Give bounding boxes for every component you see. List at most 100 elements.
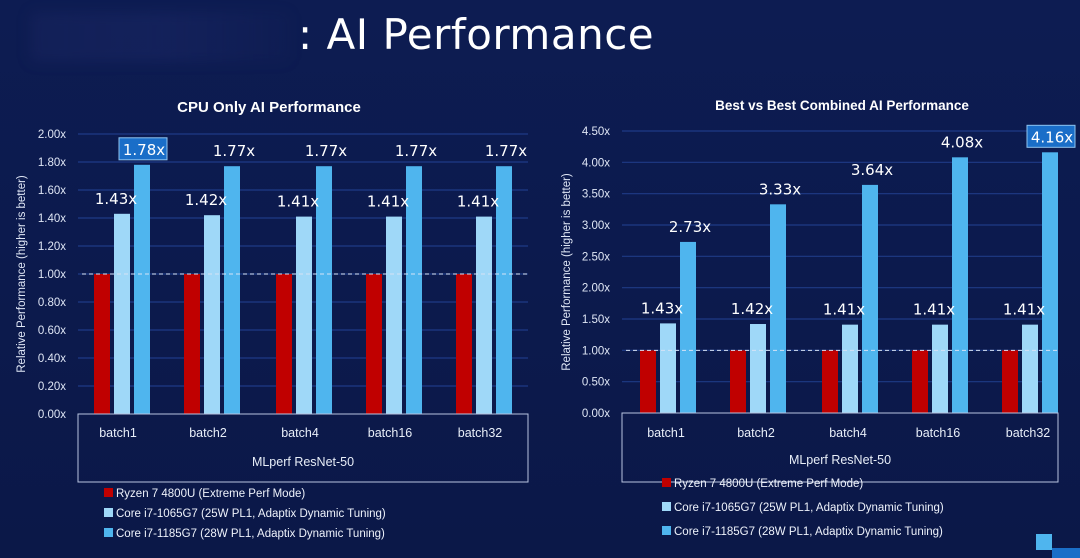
- legend-swatch: [662, 478, 671, 487]
- data-label: 1.43x: [95, 190, 137, 208]
- data-label: 1.42x: [731, 300, 773, 318]
- x-category-label: batch16: [368, 426, 413, 440]
- bar-batch2-series1: [204, 215, 220, 414]
- data-label: 1.78x: [123, 141, 165, 159]
- corner-decoration-square: [1036, 534, 1052, 550]
- y-tick-label: 0.60x: [38, 325, 66, 337]
- data-label: 1.77x: [485, 142, 527, 160]
- legend-swatch: [662, 526, 671, 535]
- x-category-label: batch32: [1006, 426, 1051, 440]
- data-label: 1.77x: [395, 142, 437, 160]
- y-tick-label: 0.40x: [38, 353, 66, 365]
- legend-entry: Ryzen 7 4800U (Extreme Perf Mode): [674, 478, 863, 490]
- bar-batch1-series0: [640, 350, 656, 413]
- legend-entry: Ryzen 7 4800U (Extreme Perf Mode): [116, 488, 305, 500]
- bar-batch1-series0: [94, 274, 110, 414]
- data-label: 4.08x: [941, 133, 983, 151]
- bar-batch4-series1: [296, 216, 312, 414]
- data-label: 1.77x: [305, 142, 347, 160]
- data-label: 1.41x: [277, 193, 319, 211]
- y-tick-label: 1.50x: [582, 314, 610, 326]
- data-label: 1.41x: [913, 301, 955, 319]
- y-axis-label: Relative Performance (higher is better): [561, 173, 573, 371]
- y-tick-label: 0.00x: [582, 408, 610, 420]
- bar-batch32-series0: [1002, 350, 1018, 413]
- x-category-label: batch1: [647, 426, 685, 440]
- bar-batch4-series0: [822, 350, 838, 413]
- y-tick-label: 3.50x: [582, 189, 610, 201]
- data-label: 2.73x: [669, 218, 711, 236]
- legend-entry: Core i7-1065G7 (25W PL1, Adaptix Dynamic…: [674, 502, 944, 514]
- y-tick-label: 1.40x: [38, 213, 66, 225]
- bar-batch16-series1: [386, 216, 402, 414]
- bar-batch32-series2: [496, 166, 512, 414]
- data-label: 1.41x: [823, 301, 865, 319]
- bar-batch2-series0: [730, 350, 746, 413]
- corner-decoration-bar: [1052, 548, 1080, 558]
- bar-batch1-series2: [134, 164, 150, 414]
- bar-batch2-series2: [770, 204, 786, 413]
- bar-batch1-series1: [114, 213, 130, 414]
- y-tick-label: 1.00x: [582, 345, 610, 357]
- y-tick-label: 0.50x: [582, 377, 610, 389]
- x-category-label: batch2: [189, 426, 227, 440]
- legend-swatch: [662, 502, 671, 511]
- highlight-label-box: [118, 137, 168, 161]
- bar-batch16-series2: [952, 157, 968, 413]
- y-tick-label: 3.00x: [582, 220, 610, 232]
- bar-batch32-series2: [1042, 152, 1058, 413]
- y-tick-label: 0.80x: [38, 297, 66, 309]
- bar-batch2-series0: [184, 274, 200, 414]
- category-axis-box: [621, 412, 1059, 483]
- data-label: 1.41x: [1003, 301, 1045, 319]
- legend-swatch: [104, 488, 113, 497]
- data-label: 1.43x: [641, 299, 683, 317]
- y-tick-label: 4.50x: [582, 126, 610, 138]
- bar-batch4-series0: [276, 274, 292, 414]
- data-label: 3.33x: [759, 180, 801, 198]
- legend-swatch: [104, 528, 113, 537]
- x-category-label: batch4: [281, 426, 319, 440]
- data-label: 1.41x: [457, 193, 499, 211]
- y-axis-label: Relative Performance (higher is better): [16, 175, 28, 373]
- bar-batch16-series1: [932, 324, 948, 413]
- x-category-label: batch2: [737, 426, 775, 440]
- legend-swatch: [104, 508, 113, 517]
- bar-batch4-series2: [862, 184, 878, 413]
- y-tick-label: 0.20x: [38, 381, 66, 393]
- x-axis-label: MLperf ResNet-50: [789, 453, 891, 467]
- chart-title: Best vs Best Combined AI Performance: [715, 98, 969, 113]
- y-tick-label: 2.00x: [38, 129, 66, 141]
- bar-batch32-series0: [456, 274, 472, 414]
- bar-batch1-series1: [660, 323, 676, 413]
- x-category-label: batch4: [829, 426, 867, 440]
- bar-batch16-series0: [366, 274, 382, 414]
- y-tick-label: 2.50x: [582, 251, 610, 263]
- blurred-logo: [30, 12, 290, 62]
- chart-title: CPU Only AI Performance: [177, 99, 361, 116]
- data-label: 1.41x: [367, 193, 409, 211]
- y-tick-label: 1.60x: [38, 185, 66, 197]
- x-category-label: batch1: [99, 426, 137, 440]
- legend-entry: Core i7-1185G7 (28W PL1, Adaptix Dynamic…: [674, 526, 943, 538]
- bar-batch4-series1: [842, 324, 858, 413]
- bar-batch2-series1: [750, 324, 766, 413]
- bar-batch2-series2: [224, 166, 240, 414]
- x-category-label: batch16: [916, 426, 961, 440]
- x-category-label: batch32: [458, 426, 503, 440]
- bar-batch32-series1: [1022, 324, 1038, 413]
- category-axis-box: [77, 413, 529, 483]
- legend-entry: Core i7-1065G7 (25W PL1, Adaptix Dynamic…: [116, 508, 386, 520]
- y-tick-label: 1.80x: [38, 157, 66, 169]
- y-tick-label: 1.20x: [38, 241, 66, 253]
- y-tick-label: 0.00x: [38, 409, 66, 421]
- legend-entry: Core i7-1185G7 (28W PL1, Adaptix Dynamic…: [116, 528, 385, 540]
- highlight-label-box: [1026, 124, 1076, 148]
- y-tick-label: 1.00x: [38, 269, 66, 281]
- data-label: 3.64x: [851, 161, 893, 179]
- x-axis-label: MLperf ResNet-50: [252, 455, 354, 469]
- bar-batch32-series1: [476, 216, 492, 414]
- data-label: 4.16x: [1031, 128, 1073, 146]
